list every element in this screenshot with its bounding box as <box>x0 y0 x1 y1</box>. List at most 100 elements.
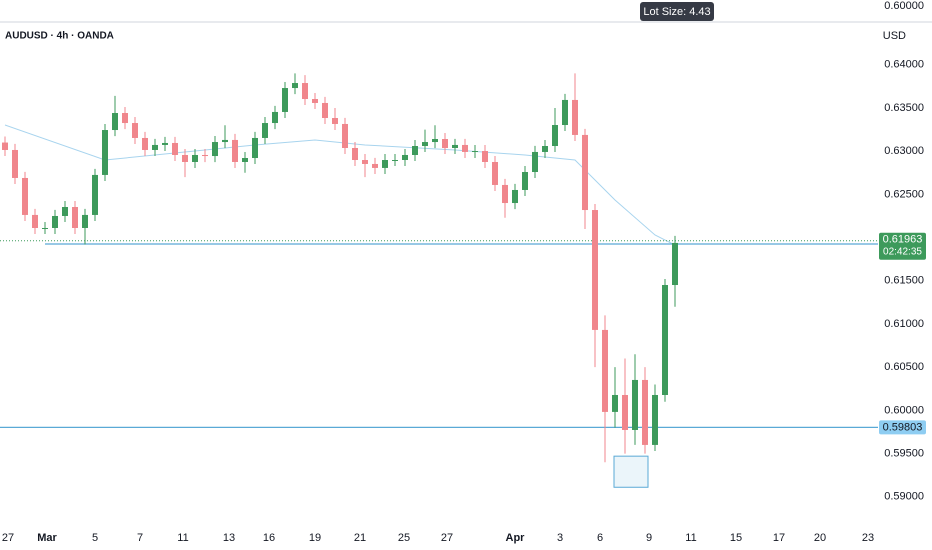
candle-body <box>292 83 298 89</box>
lot-size-box <box>640 2 714 21</box>
last-price-label: 0.61963 <box>883 234 923 246</box>
y-tick-label: 0.64000 <box>884 59 924 71</box>
candle-body <box>82 214 88 228</box>
candle-body <box>342 123 348 148</box>
candle-body <box>482 151 488 162</box>
candle-body <box>642 379 648 445</box>
candle-body <box>522 172 528 190</box>
top-price: 0.60000 <box>884 0 924 12</box>
level-label: 0.59803 <box>883 421 923 433</box>
candle-body <box>462 144 468 152</box>
candle-body <box>612 394 618 412</box>
x-tick-label: 17 <box>773 532 785 544</box>
candle-body <box>622 394 628 430</box>
x-tick-label: 6 <box>597 532 603 544</box>
y-tick-label: 0.61500 <box>884 275 924 287</box>
lot-size: Lot Size: 4.43 <box>643 6 710 18</box>
candle-body <box>112 113 118 131</box>
candle-body <box>562 99 568 126</box>
candle-body <box>632 379 638 430</box>
candle-body <box>42 227 48 229</box>
candle-body <box>422 142 428 147</box>
candle-body <box>602 329 608 412</box>
candle-body <box>12 149 18 178</box>
candle-body <box>92 174 98 215</box>
x-tick-label: 25 <box>398 532 410 544</box>
candle-body <box>162 142 168 145</box>
candle-body <box>102 130 108 175</box>
y-tick-label: 0.59500 <box>884 447 924 459</box>
candle-body <box>242 158 248 162</box>
x-tick-label: 27 <box>2 532 14 544</box>
currency: USD <box>883 30 906 42</box>
x-tick-label: 13 <box>223 532 235 544</box>
x-tick-label: 23 <box>862 532 874 544</box>
candle-body <box>532 151 538 173</box>
candle-body <box>352 147 358 160</box>
candle-body <box>202 154 208 157</box>
candle-body <box>252 137 258 159</box>
candle-body <box>302 83 308 100</box>
y-tick-label: 0.63500 <box>884 102 924 114</box>
candle-body <box>312 99 318 103</box>
x-tick-label: 7 <box>137 532 143 544</box>
candle-body <box>502 184 508 204</box>
x-tick-label: 5 <box>92 532 98 544</box>
candle-body <box>72 206 78 228</box>
candle-body <box>362 160 368 164</box>
x-tick-label: 19 <box>309 532 321 544</box>
candle-body <box>272 111 278 124</box>
x-tick-label: 11 <box>685 532 696 544</box>
candle-body <box>582 134 588 211</box>
candle-body <box>122 113 128 124</box>
candle-body <box>492 161 498 185</box>
candle-body <box>262 123 268 138</box>
candle-body <box>432 139 438 143</box>
candle-body <box>322 102 328 119</box>
candle-body <box>662 285 668 395</box>
candle-body <box>132 123 138 138</box>
x-tick-label: 27 <box>441 532 453 544</box>
candle-body <box>542 146 548 152</box>
candle-body <box>592 210 598 330</box>
last-price-box <box>879 232 926 260</box>
y-tick-label: 0.59000 <box>884 491 924 503</box>
candle-body <box>392 160 398 161</box>
candle-body <box>22 177 28 215</box>
candle-body <box>142 137 148 150</box>
x-tick-label: 21 <box>354 532 366 544</box>
moving-average <box>4 124 676 246</box>
x-tick-label: 16 <box>263 532 275 544</box>
candle-body <box>402 154 408 160</box>
candle-body <box>452 144 458 148</box>
candle-body <box>382 160 388 168</box>
x-tick-label: Apr <box>506 532 526 544</box>
candle-body <box>222 139 228 143</box>
candle-body <box>182 154 188 162</box>
candle-body <box>282 88 288 112</box>
candle-body <box>652 394 658 445</box>
candle-body <box>512 189 518 204</box>
candle-body <box>552 125 558 147</box>
candle-body <box>192 154 198 162</box>
candle-body <box>442 139 448 148</box>
level-box <box>879 420 926 435</box>
x-tick-label: 3 <box>557 532 563 544</box>
candle-body <box>372 163 378 168</box>
candle-body <box>572 99 578 135</box>
candle-body <box>32 214 38 228</box>
candle-body <box>332 118 338 124</box>
range-box <box>613 455 649 488</box>
candle-body <box>2 142 8 150</box>
x-tick-label: Mar <box>37 532 57 544</box>
x-tick-label: 20 <box>814 532 826 544</box>
candle-body <box>172 142 178 155</box>
candle-body <box>212 142 218 157</box>
x-tick-label: 11 <box>177 532 188 544</box>
y-tick-label: 0.62500 <box>884 188 924 200</box>
candle-body <box>672 242 678 286</box>
candle-body <box>62 206 68 216</box>
x-tick-label: 15 <box>730 532 742 544</box>
x-tick-label: 9 <box>646 532 652 544</box>
